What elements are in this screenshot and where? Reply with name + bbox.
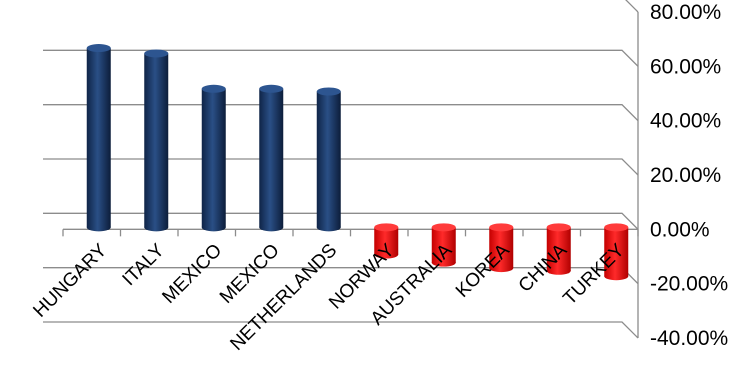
y-tick-label: 0.00% <box>650 218 710 241</box>
bar <box>259 84 284 232</box>
y-tick-label: 80.00% <box>650 1 721 24</box>
gridline <box>43 158 639 176</box>
x-tick-label: HUNGARY <box>29 240 111 322</box>
gridline <box>43 49 639 67</box>
bar <box>144 49 169 232</box>
gridline <box>625 0 639 13</box>
x-tick-label: ITALY <box>119 240 169 290</box>
gridline <box>43 321 639 339</box>
gridline <box>43 212 639 230</box>
x-tick-label: MEXICO <box>158 240 226 308</box>
y-tick-label: 40.00% <box>650 110 721 133</box>
y-tick-label: -40.00% <box>650 327 728 350</box>
category-labels: HUNGARY ITALYMEXICOMEXICONETHERLANDSNORWA… <box>29 240 629 355</box>
y-tick-label: 20.00% <box>650 164 721 187</box>
bars <box>86 44 629 281</box>
y-tick-labels: -40.00% -20.00% 0.00% 20.00% 40.00% 60.00% 80.… <box>650 1 728 350</box>
bar <box>86 44 111 232</box>
bar <box>604 223 629 281</box>
gridlines <box>43 0 639 339</box>
y-tick-label: 60.00% <box>650 55 721 78</box>
gridline <box>43 104 639 122</box>
bar <box>431 223 456 267</box>
bar <box>316 87 341 232</box>
y-tick-label: -20.00% <box>650 273 728 296</box>
bar <box>374 223 399 259</box>
bar <box>489 223 514 273</box>
bar <box>546 223 571 275</box>
x-tick-label: NETHERLANDS <box>226 240 341 355</box>
bar <box>201 84 226 232</box>
